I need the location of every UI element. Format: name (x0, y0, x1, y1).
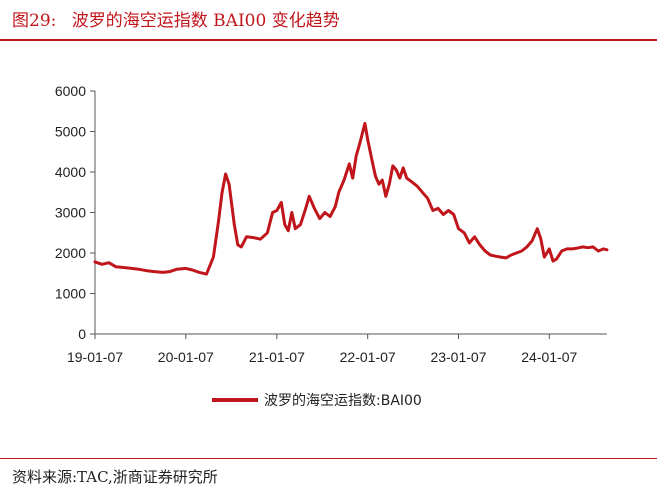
x-tick-label: 19-01-07 (67, 349, 123, 365)
series-line (93, 121, 609, 276)
source-note: 资料来源:TAC,浙商证券研究所 (12, 468, 218, 486)
figure-label: 图29: (12, 11, 57, 31)
y-tick-label: 2000 (55, 245, 86, 261)
series-group (93, 121, 609, 276)
source-rule (0, 458, 657, 459)
x-axis: 19-01-07 20-01-07 21-01-07 22-01-07 23-01-07… (67, 333, 607, 365)
y-tick-label: 5000 (55, 124, 86, 140)
y-tick-label: 1000 (55, 286, 86, 302)
x-tick-label: 21-01-07 (249, 349, 305, 365)
y-axis: 0 1000 2000 3000 4000 5000 6000 (55, 83, 96, 342)
x-tick-label: 23-01-07 (430, 349, 486, 365)
figure-title-text: 波罗的海空运指数 BAI00 变化趋势 (71, 11, 340, 31)
title-rule (0, 39, 657, 41)
y-tick-label: 4000 (55, 164, 86, 180)
x-tick-label: 22-01-07 (340, 349, 396, 365)
figure-title: 图29: 波罗的海空运指数 BAI00 变化趋势 (12, 6, 340, 31)
x-tick-label: 24-01-07 (521, 349, 577, 365)
legend-label: 波罗的海空运指数:BAI00 (264, 393, 422, 409)
legend: 波罗的海空运指数:BAI00 (212, 393, 422, 409)
x-tick-label: 20-01-07 (158, 349, 214, 365)
y-tick-label: 0 (78, 326, 86, 342)
y-tick-label: 3000 (55, 205, 86, 221)
y-tick-label: 6000 (55, 83, 86, 99)
